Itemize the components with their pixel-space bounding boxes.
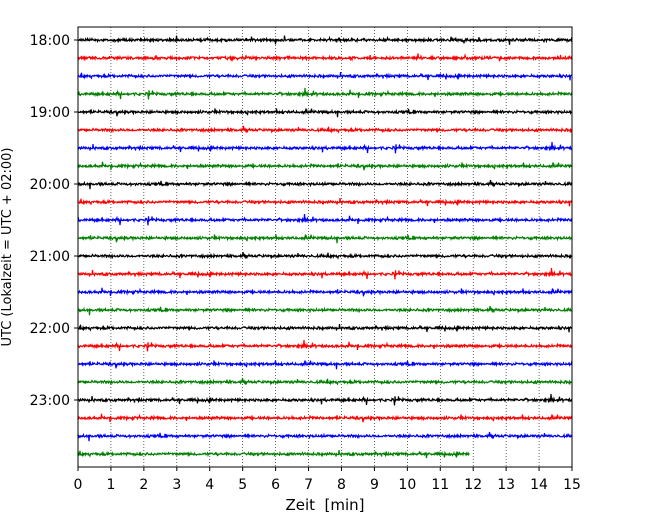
trace-2230 — [77, 360, 573, 370]
grid-lines — [110, 27, 540, 467]
x-tick-label: 12 — [464, 477, 482, 493]
trace-2215 — [77, 340, 573, 352]
x-tick-label: 5 — [238, 477, 247, 493]
trace-1800 — [77, 35, 573, 45]
seismic-traces — [77, 35, 573, 459]
trace-2315 — [77, 413, 573, 423]
trace-2130 — [77, 287, 573, 297]
trace-1915 — [77, 125, 573, 134]
trace-2200 — [77, 324, 573, 333]
y-axis-label: UTC (Lokalzeit = UTC + 02:00) — [0, 148, 15, 347]
x-axis-ticks: 0 1 2 3 4 5 6 7 8 9 10 11 12 13 14 15 — [74, 467, 581, 493]
y-tick-label: 22:00 — [30, 321, 70, 337]
x-tick-label: 9 — [370, 477, 379, 493]
trace-2330 — [77, 431, 573, 442]
trace-2145 — [77, 305, 573, 316]
x-tick-label: 7 — [304, 477, 313, 493]
trace-2000 — [77, 179, 573, 190]
x-tick-label: 13 — [497, 477, 515, 493]
x-tick-label: 8 — [337, 477, 346, 493]
trace-2030 — [77, 214, 573, 226]
y-axis-ticks: 18:00 19:00 20:00 21:00 22:00 23:00 — [30, 33, 78, 409]
trace-2345 — [77, 450, 470, 459]
trace-1930 — [77, 142, 573, 154]
x-tick-label: 6 — [271, 477, 280, 493]
x-tick-label: 1 — [106, 477, 115, 493]
trace-2045 — [77, 234, 573, 244]
trace-2115 — [77, 268, 573, 280]
x-tick-label: 2 — [139, 477, 148, 493]
trace-1830 — [77, 72, 573, 81]
x-tick-label: 3 — [172, 477, 181, 493]
trace-1815 — [77, 53, 573, 62]
plot-frame — [77, 26, 573, 468]
x-axis-label: Zeit [min] — [285, 496, 364, 514]
trace-1900 — [77, 108, 573, 118]
y-tick-label: 20:00 — [30, 177, 70, 193]
x-tick-label: 14 — [530, 477, 548, 493]
trace-2300 — [77, 394, 573, 406]
trace-1945 — [77, 161, 573, 171]
trace-2245 — [77, 377, 573, 386]
x-tick-label: 0 — [74, 477, 83, 493]
x-tick-label: 10 — [398, 477, 416, 493]
y-tick-label: 21:00 — [30, 249, 70, 265]
y-tick-label: 23:00 — [30, 393, 70, 409]
y-tick-label: 18:00 — [30, 33, 70, 49]
trace-2015 — [77, 198, 573, 207]
trace-2100 — [77, 251, 573, 260]
x-tick-label: 4 — [205, 477, 214, 493]
x-tick-label: 11 — [431, 477, 449, 493]
x-tick-label: 15 — [563, 477, 581, 493]
y-tick-label: 19:00 — [30, 105, 70, 121]
trace-1845 — [77, 88, 573, 100]
